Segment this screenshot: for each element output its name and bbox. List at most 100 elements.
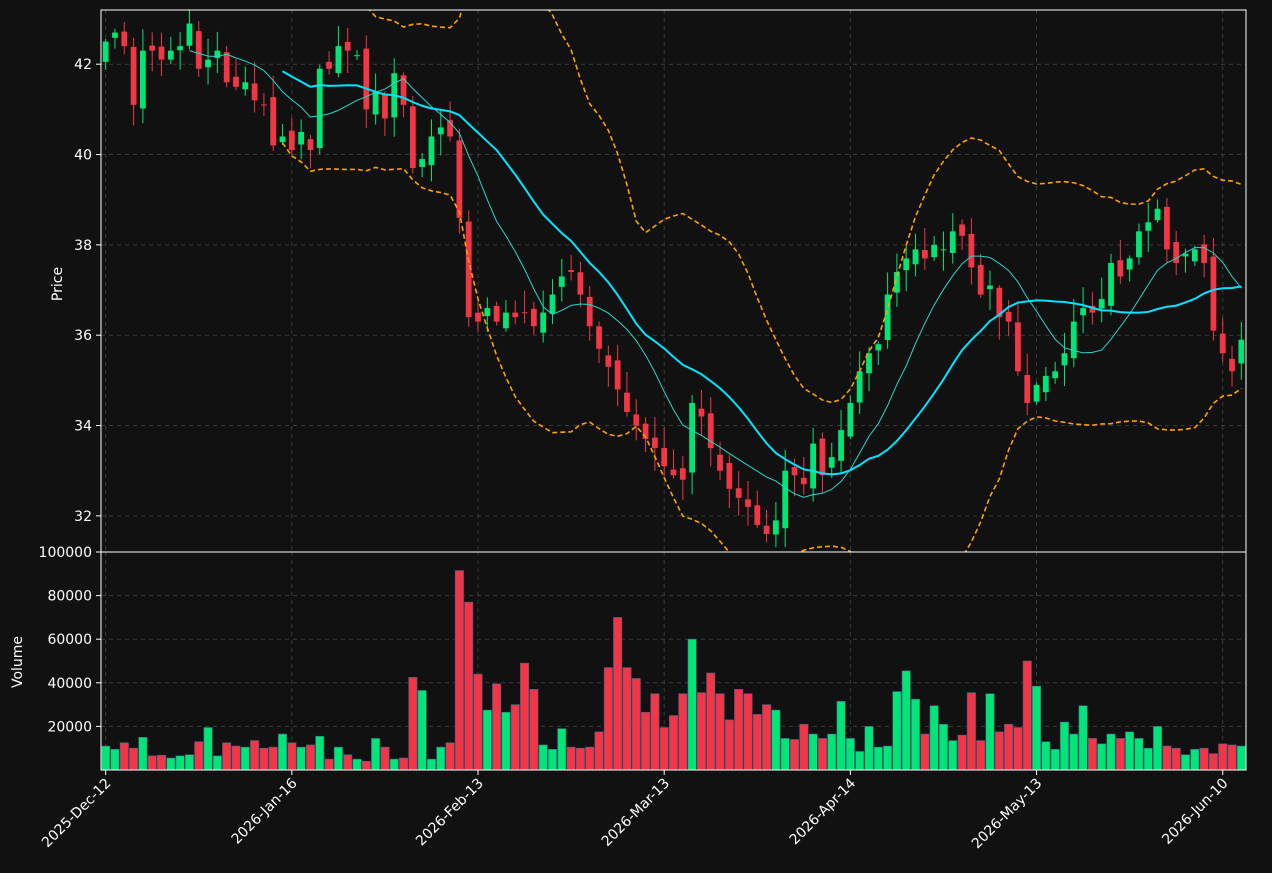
volume-bar <box>138 736 148 770</box>
candle-body <box>1098 299 1105 309</box>
indicator-layer <box>189 10 1242 552</box>
volume-bar <box>696 692 706 770</box>
volume-bar <box>110 748 120 770</box>
candle-body <box>177 46 184 51</box>
volume-bar <box>585 746 595 770</box>
candle-body <box>214 50 221 58</box>
candle-body <box>1229 358 1235 372</box>
candle-body <box>959 224 965 236</box>
candle-body <box>335 46 342 74</box>
volume-bar <box>613 617 623 770</box>
volume-bar <box>1106 733 1116 770</box>
price-axis-label: Price <box>50 267 66 301</box>
volume-bar <box>399 757 409 770</box>
candle-body <box>1238 339 1245 364</box>
volume-bar <box>743 693 753 770</box>
candle-body <box>1154 208 1161 221</box>
candle-body <box>977 264 984 295</box>
price-tick-label: 38 <box>74 238 92 254</box>
candle-body <box>354 55 360 57</box>
candle-body <box>624 392 630 412</box>
candle-body <box>540 312 547 333</box>
volume-bar <box>547 748 557 770</box>
candle-body <box>866 353 872 374</box>
volume-bar <box>520 662 530 770</box>
candle-body <box>810 443 817 489</box>
candle-body <box>558 276 565 287</box>
volume-bar <box>976 740 986 770</box>
volume-bar <box>706 672 716 770</box>
volume-bars <box>101 570 1246 770</box>
candle-body <box>493 305 500 322</box>
candle-body <box>763 525 770 534</box>
candle-body <box>121 31 128 47</box>
candle-body <box>279 136 286 143</box>
volume-bar <box>957 734 967 770</box>
volume-bar <box>305 744 315 770</box>
volume-bar <box>380 746 390 770</box>
volume-bar <box>678 693 688 770</box>
candle-body <box>307 139 314 151</box>
candle-body <box>1042 375 1049 393</box>
volume-bar <box>222 742 232 770</box>
volume-bar <box>1032 685 1042 770</box>
candle-body <box>1126 258 1133 270</box>
volume-bar <box>436 746 446 770</box>
candle-body <box>223 52 230 83</box>
volume-bar <box>203 727 213 770</box>
volume-axis-label: Volume <box>10 636 26 688</box>
candle-body <box>754 505 761 525</box>
volume-bar <box>966 692 976 770</box>
candle-body <box>1219 333 1226 354</box>
volume-bar <box>473 673 483 770</box>
candle-body <box>205 59 211 68</box>
volume-bar <box>184 754 194 770</box>
volume-bar <box>985 693 995 770</box>
candle-body <box>344 41 351 51</box>
candle-body <box>875 344 882 351</box>
volume-bar <box>901 670 911 770</box>
volume-panel: 20000 40000 60000 80000 100000 <box>39 545 1247 771</box>
candle-body <box>382 93 388 119</box>
candle-body <box>112 32 118 38</box>
candle-body <box>102 41 109 62</box>
candle-body <box>782 470 789 529</box>
volume-bar <box>1050 748 1060 770</box>
candle-body <box>940 249 947 251</box>
candle-body <box>419 159 426 167</box>
candle-body <box>1163 206 1170 250</box>
volume-bar <box>352 758 362 770</box>
candle-body <box>149 45 156 51</box>
candle-body <box>233 76 239 87</box>
candle-body <box>409 106 416 169</box>
volume-bar <box>296 746 306 770</box>
volume-bar <box>892 691 902 770</box>
candle-body <box>577 272 584 295</box>
price-tick-label: 32 <box>74 509 92 525</box>
volume-bar <box>1171 747 1181 770</box>
candle-body <box>158 46 165 60</box>
volume-bar <box>845 738 855 770</box>
candle-body <box>1080 308 1086 316</box>
candle-body <box>530 308 537 327</box>
candle-body <box>642 423 649 440</box>
volume-tick-label: 40000 <box>47 676 92 692</box>
candle-body <box>456 140 463 218</box>
candle-body <box>251 83 258 101</box>
candle-body <box>186 23 193 46</box>
candle-body <box>1052 371 1059 379</box>
candle-body <box>1108 262 1114 306</box>
candle-body <box>921 250 928 259</box>
candle-body <box>689 402 696 473</box>
volume-bar <box>659 727 669 770</box>
candle-body <box>856 371 863 403</box>
candle-body <box>679 468 686 480</box>
volume-bar <box>129 747 139 770</box>
volume-bar <box>1134 738 1144 770</box>
candle-body <box>363 48 370 110</box>
candle-body <box>512 312 519 318</box>
candle-body <box>735 488 742 498</box>
candle-body <box>270 97 277 146</box>
price-tick-label: 36 <box>74 328 92 344</box>
volume-bar <box>1059 721 1069 770</box>
